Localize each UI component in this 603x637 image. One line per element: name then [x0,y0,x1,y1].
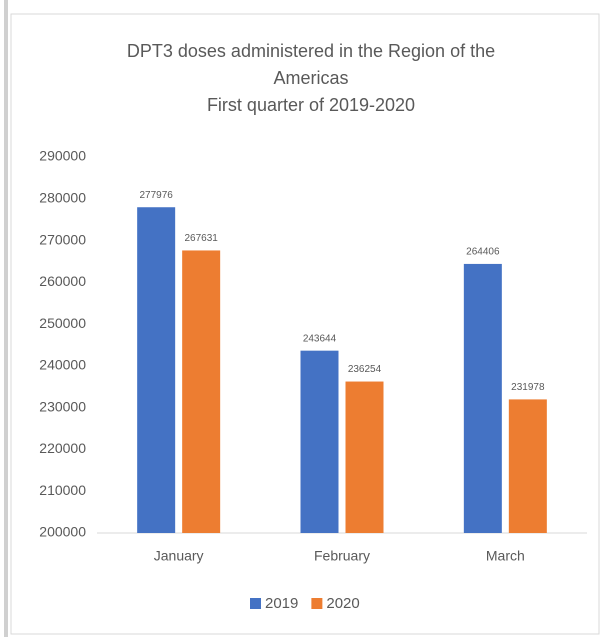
y-tick-label: 200000 [39,524,86,540]
data-label: 243644 [303,333,337,344]
data-label: 231978 [511,382,545,393]
chart-title: DPT3 doses administered in the Region of… [127,41,495,61]
x-tick-label: March [486,548,525,564]
legend-label: 2020 [326,595,359,612]
y-tick-label: 260000 [39,273,86,289]
x-tick-label: February [314,548,370,564]
legend-label: 2019 [265,595,298,612]
x-tick-label: January [154,548,204,564]
legend-swatch [311,598,323,609]
y-tick-label: 220000 [39,440,86,456]
bar [182,250,221,534]
y-tick-label: 240000 [39,357,86,373]
y-tick-label: 250000 [39,315,86,331]
y-tick-label: 270000 [39,231,86,247]
chart-subtitle: First quarter of 2019-2020 [207,95,415,115]
y-tick-label: 280000 [39,189,86,205]
data-label: 264406 [466,247,500,258]
bar [508,399,547,533]
bar [137,207,176,534]
bar [345,381,384,533]
bar [300,350,339,533]
bar [463,263,502,533]
data-label: 236254 [348,364,382,375]
chart-title: Americas [273,68,348,88]
y-tick-label: 230000 [39,398,86,414]
legend-swatch [250,598,261,609]
data-label: 267631 [184,233,218,244]
chart-frame [10,13,600,635]
data-label: 277976 [139,190,173,201]
left-edge [4,0,8,637]
y-tick-label: 210000 [39,482,86,498]
y-tick-label: 290000 [39,148,86,164]
